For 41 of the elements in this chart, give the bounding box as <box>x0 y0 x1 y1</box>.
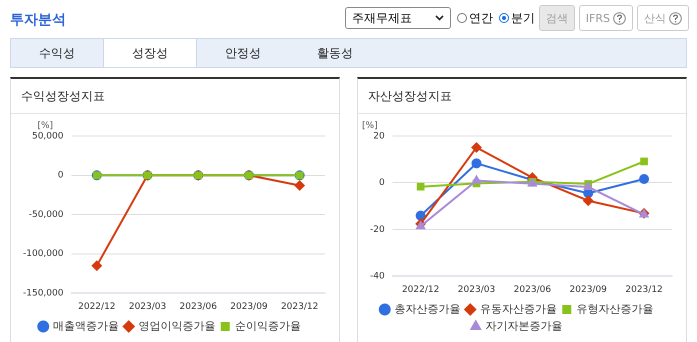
y-tick-label: -50,000 <box>28 210 64 220</box>
x-tick-label: 2022/12 <box>402 284 440 295</box>
chart-title: 자산성장성지표 <box>358 79 686 114</box>
legend-label: 영업이익증가율 <box>138 319 216 332</box>
text: 수익성 <box>38 45 76 62</box>
y-axis-title: [%] <box>37 120 54 131</box>
x-tick-label: 2023/09 <box>570 284 608 295</box>
legend-label: 유형자산증가율 <box>576 302 654 316</box>
x-tick-label: 2023/12 <box>625 284 663 295</box>
text: 연간 <box>468 10 493 26</box>
y-tick-label: -100,000 <box>22 249 64 260</box>
text: IFRS <box>578 5 633 31</box>
x-tick-label: 2023/06 <box>514 284 552 295</box>
text: 활동성 <box>316 45 354 62</box>
legend-label: 매출액증가율 <box>52 319 119 332</box>
text: 분기 <box>510 10 535 26</box>
text: 성장성 <box>103 39 197 67</box>
legend-label: 자기자본증가율 <box>485 319 562 332</box>
x-tick-label: 2023/06 <box>180 302 218 312</box>
text: 주재무제표 <box>352 10 412 26</box>
legend-label: 유동자산증가율 <box>480 302 557 316</box>
y-tick-label: -40 <box>370 272 385 282</box>
x-tick-label: 2023/09 <box>230 302 268 312</box>
text: 산식 <box>637 5 689 31</box>
text: 검색 <box>538 5 575 31</box>
x-tick-label: 2023/03 <box>128 302 166 312</box>
y-tick-label: -150,000 <box>22 288 64 299</box>
text: 투자분석 <box>10 11 67 29</box>
y-tick-label: 50,000 <box>32 131 64 142</box>
x-tick-label: 2022/12 <box>78 302 116 312</box>
y-tick-label: -20 <box>370 224 385 235</box>
y-tick-label: 0 <box>58 170 64 181</box>
x-tick-label: 2023/03 <box>458 284 496 295</box>
legend-label: 순이익증가율 <box>234 319 301 332</box>
chart-title: 수익성장성지표 <box>11 79 339 114</box>
y-tick-label: 20 <box>373 131 385 142</box>
x-tick-label: 2023/12 <box>280 302 318 312</box>
legend-label: 총자산증가율 <box>394 302 460 316</box>
text: 안정성 <box>224 45 262 62</box>
y-tick-label: 0 <box>378 178 385 188</box>
y-axis-title: [%] <box>362 120 378 131</box>
